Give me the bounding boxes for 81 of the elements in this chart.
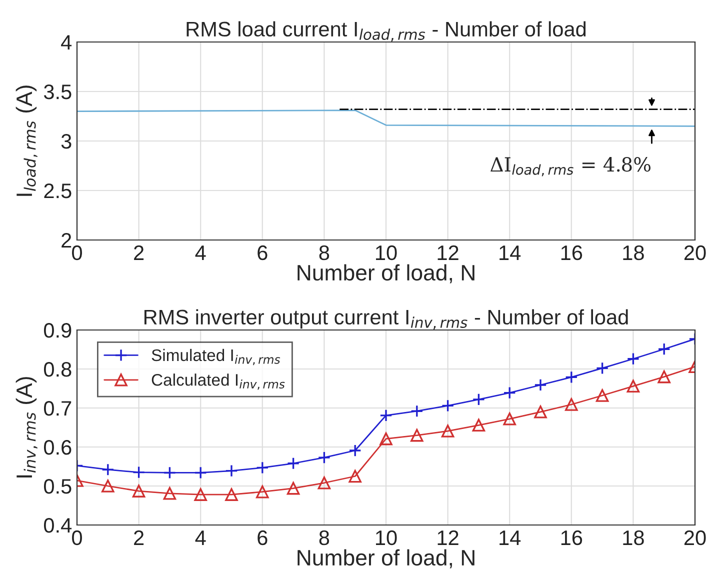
point (163, 466, 176, 480)
x-tick-label: 20 (684, 530, 706, 546)
x-axis-title: Number of load, N (298, 264, 474, 284)
point (256, 461, 269, 474)
x-tick-label: 8 (319, 245, 330, 260)
x-tick-label: 4 (195, 530, 206, 545)
point (410, 428, 424, 442)
annotation: ΔI$_{load,rms}$ = 4.8% (490, 157, 650, 176)
point (658, 370, 670, 384)
point (472, 418, 486, 432)
x-tick-label: 18 (623, 245, 644, 260)
y-tick-label: 2.5 (44, 184, 72, 198)
legend-label: Simulated I$_{inv,rms}$ (152, 348, 280, 366)
x-tick-label: 14 (500, 530, 521, 545)
y-tick-label: 4 (61, 35, 72, 50)
point (286, 482, 300, 495)
point (286, 456, 300, 470)
y-axis-title: I$_{inv,rms}$ (A) (16, 377, 38, 478)
point (102, 480, 114, 492)
point (194, 466, 207, 480)
x-tick-label: 10 (376, 530, 397, 546)
point (441, 424, 454, 438)
point (225, 488, 238, 501)
point (380, 409, 392, 422)
point (534, 406, 547, 418)
point (163, 487, 176, 500)
x-tick-label: 4 (195, 246, 206, 260)
x-tick-label: 2 (134, 245, 144, 260)
y-tick-label: 0.7 (44, 401, 72, 416)
x-tick-label: 8 (319, 530, 330, 546)
x-tick-label: 14 (500, 246, 521, 260)
chart-title: RMS inverter output current I$_{inv,rms}$ - Number of load (144, 309, 628, 330)
x-tick-label: 12 (438, 530, 458, 545)
legend-label: Calculated I$_{inv,rms}$ (152, 374, 285, 390)
y-tick-label: 2 (62, 233, 72, 248)
point (380, 432, 392, 446)
x-tick-label: 10 (376, 245, 397, 260)
point (348, 444, 362, 457)
point (503, 386, 516, 400)
point (565, 398, 578, 411)
point (318, 451, 331, 464)
y-axis-title: I$_{load,rms}$ (A) (16, 86, 38, 196)
chart-title: RMS load current I$_{load,rms}$ - Number of load (186, 21, 586, 42)
y-tick-label: 3.5 (44, 84, 72, 100)
point (348, 470, 362, 483)
y-tick-label: 3 (61, 134, 72, 149)
point (626, 380, 640, 393)
point (225, 464, 238, 478)
point (472, 393, 486, 406)
y-tick-label: 0.8 (44, 362, 72, 377)
point (102, 463, 114, 476)
point (658, 342, 670, 356)
point (534, 378, 547, 392)
line-series (77, 110, 695, 127)
y-tick-label: 0.5 (44, 479, 72, 494)
x-tick-label: 16 (561, 245, 582, 260)
x-tick-label: 0 (72, 245, 82, 260)
y-tick-label: 0.9 (44, 323, 72, 338)
x-tick-label: 6 (258, 245, 268, 260)
point (256, 485, 269, 498)
point (626, 352, 640, 366)
point (596, 362, 609, 375)
x-tick-label: 16 (561, 530, 582, 546)
x-axis-title: Number of load, N (298, 549, 474, 568)
x-tick-label: 2 (134, 530, 144, 545)
x-tick-label: 18 (623, 530, 644, 546)
point (132, 484, 146, 498)
x-tick-label: 12 (438, 245, 458, 260)
point (410, 404, 424, 418)
x-tick-label: 20 (684, 245, 706, 260)
point (194, 488, 207, 501)
point (318, 476, 331, 490)
point (441, 399, 454, 412)
point (596, 389, 609, 402)
x-tick-label: 6 (258, 530, 268, 546)
y-tick-label: 0.6 (44, 440, 72, 455)
point (132, 466, 146, 479)
x-tick-label: 0 (72, 530, 82, 546)
point (503, 412, 516, 426)
y-tick-label: 0.4 (44, 518, 72, 533)
point (565, 370, 578, 384)
